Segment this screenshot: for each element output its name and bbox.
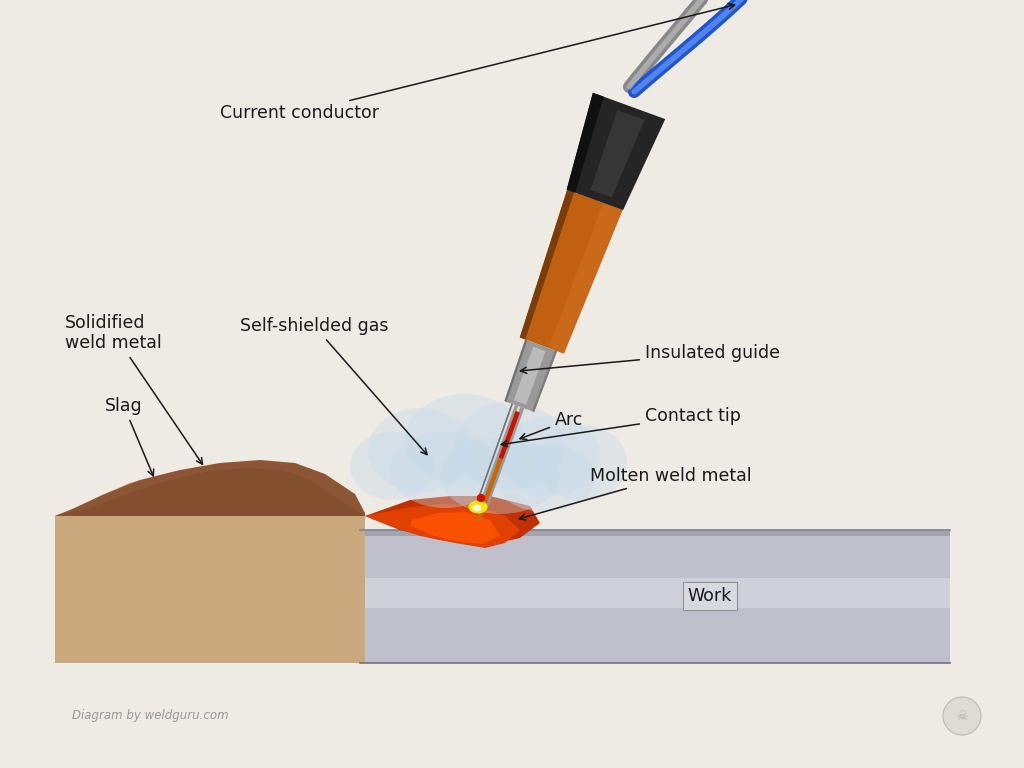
Text: Insulated guide: Insulated guide [520, 344, 780, 373]
Ellipse shape [440, 438, 560, 514]
Ellipse shape [537, 425, 627, 501]
Polygon shape [566, 93, 666, 210]
Ellipse shape [495, 444, 595, 512]
Polygon shape [474, 404, 512, 508]
Text: Slag: Slag [105, 397, 154, 476]
Polygon shape [505, 339, 527, 402]
Polygon shape [520, 190, 623, 353]
Ellipse shape [406, 394, 525, 486]
Polygon shape [514, 346, 546, 405]
Polygon shape [549, 203, 623, 353]
Polygon shape [591, 110, 644, 197]
Circle shape [477, 494, 485, 502]
Polygon shape [499, 411, 520, 459]
Text: Arc: Arc [520, 411, 584, 439]
Text: Diagram by weldguru.com: Diagram by weldguru.com [72, 710, 228, 723]
Ellipse shape [350, 432, 434, 500]
Ellipse shape [368, 408, 472, 492]
Text: Solidified
weld metal: Solidified weld metal [65, 313, 203, 465]
Polygon shape [360, 530, 950, 663]
Polygon shape [410, 512, 500, 544]
Circle shape [943, 697, 981, 735]
Text: Current conductor: Current conductor [220, 3, 734, 122]
Ellipse shape [472, 505, 481, 511]
Polygon shape [478, 405, 524, 511]
Polygon shape [566, 93, 604, 193]
Polygon shape [55, 468, 365, 516]
Polygon shape [532, 350, 557, 412]
Text: Work: Work [688, 587, 732, 605]
Polygon shape [505, 340, 557, 412]
Polygon shape [365, 504, 520, 548]
Polygon shape [55, 460, 365, 516]
Polygon shape [480, 406, 520, 510]
Text: Self-shielded gas: Self-shielded gas [240, 317, 427, 455]
Ellipse shape [500, 416, 600, 496]
Polygon shape [350, 496, 540, 546]
Polygon shape [475, 404, 513, 506]
Text: Molten weld metal: Molten weld metal [519, 467, 752, 520]
Polygon shape [360, 578, 950, 608]
Polygon shape [520, 190, 574, 339]
Text: ☠: ☠ [956, 710, 968, 723]
Polygon shape [55, 516, 365, 663]
Text: Contact tip: Contact tip [502, 407, 741, 447]
Polygon shape [360, 530, 950, 536]
Polygon shape [55, 463, 365, 516]
Polygon shape [476, 411, 520, 522]
Ellipse shape [469, 501, 487, 514]
Ellipse shape [390, 432, 500, 508]
Ellipse shape [455, 402, 565, 490]
